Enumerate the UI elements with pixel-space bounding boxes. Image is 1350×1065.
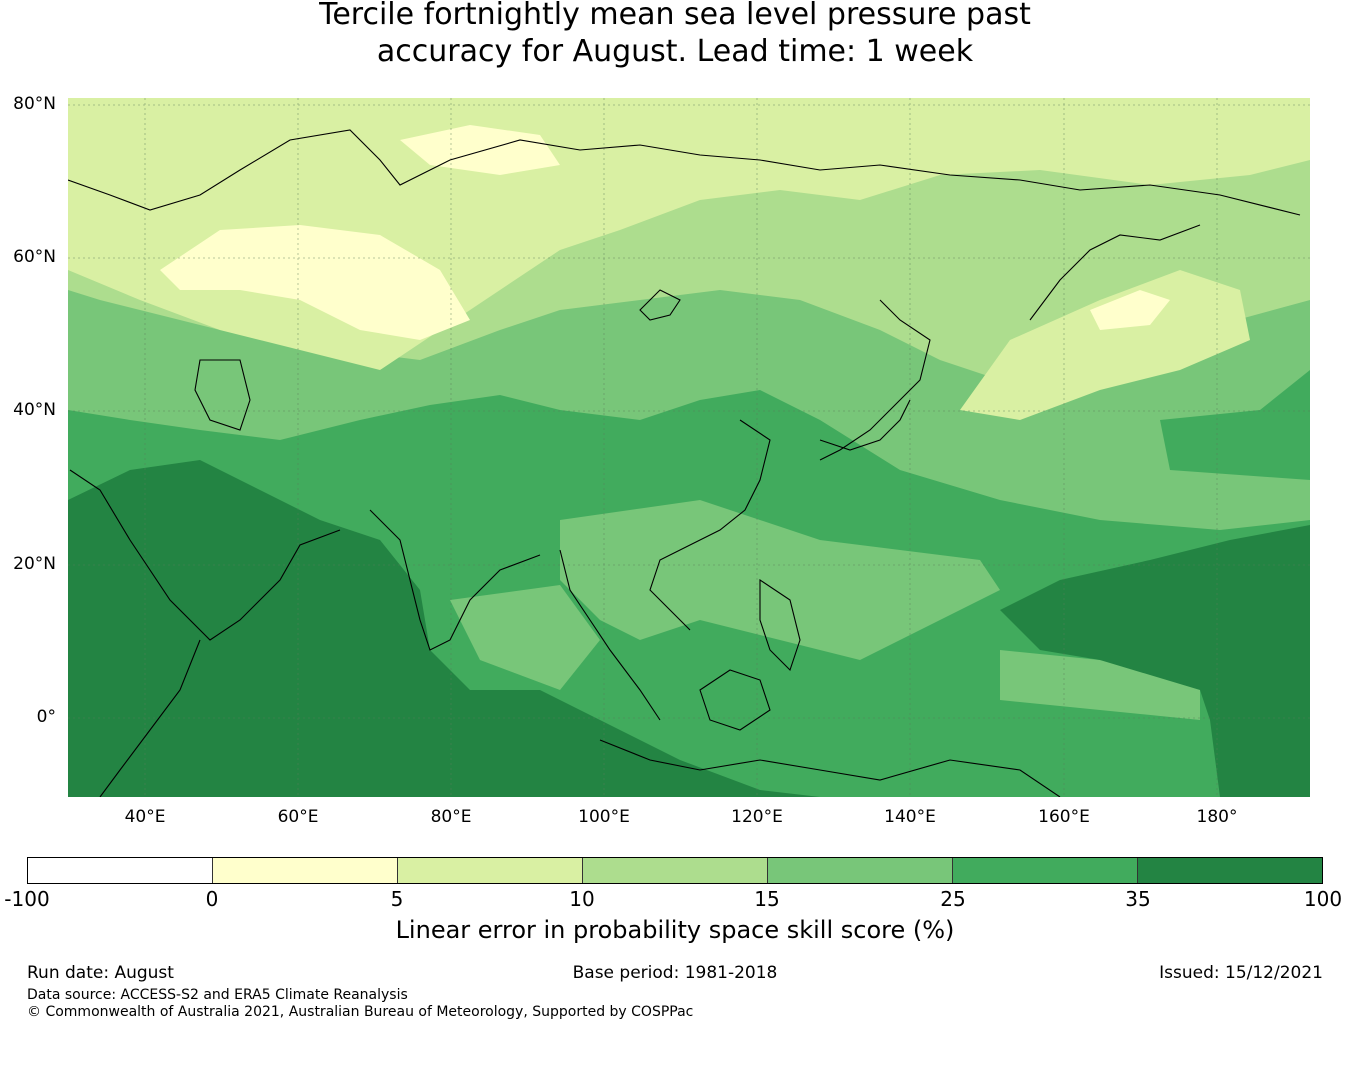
skill-band-15-25-se (560, 500, 1000, 660)
lon-label-160e: 160°E (1038, 807, 1090, 827)
lat-label-80n: 80°N (13, 94, 56, 114)
colorbar-segment (213, 858, 398, 883)
lon-label-40e: 40°E (124, 807, 166, 827)
skill-band-35-100-pacific (1000, 525, 1310, 797)
copyright: © Commonwealth of Australia 2021, Austra… (27, 1004, 694, 1020)
skill-band-5-10-ne (960, 270, 1250, 420)
map-title-line-1: Tercile fortnightly mean sea level press… (319, 0, 1031, 32)
colorbar-segment (768, 858, 953, 883)
skill-field (68, 98, 1310, 797)
map-title-line-2: accuracy for August. Lead time: 1 week (376, 34, 974, 69)
map-gridlines (68, 98, 1310, 797)
colorbar-tick: 25 (940, 887, 966, 911)
colorbar-label: Linear error in probability space skill … (395, 916, 955, 944)
colorbar-tick: 100 (1303, 887, 1343, 911)
skill-band-15-25-india (450, 585, 600, 690)
colorbar-tick: 10 (569, 887, 595, 911)
lat-label-60n: 60°N (13, 247, 56, 267)
colorbar (27, 857, 1323, 884)
colorbar-segment (583, 858, 768, 883)
colorbar-segment (953, 858, 1138, 883)
lon-label-180: 180° (1196, 807, 1238, 827)
skill-band-15-25-pacific (1000, 650, 1200, 720)
lon-label-100e: 100°E (578, 807, 630, 827)
base-period: Base period: 1981-2018 (572, 963, 778, 983)
lon-label-60e: 60°E (277, 807, 319, 827)
colorbar-tick: 35 (1125, 887, 1151, 911)
colorbar-tick: 0 (205, 887, 219, 911)
lon-label-120e: 120°E (731, 807, 783, 827)
colorbar-segment (28, 858, 213, 883)
colorbar-tick: -100 (4, 887, 50, 911)
skill-score-map (68, 98, 1310, 797)
skill-band-0-5-west (160, 225, 470, 340)
lat-label-40n: 40°N (13, 400, 56, 420)
issued-date: Issued: 15/12/2021 (1159, 963, 1323, 983)
colorbar-segment (398, 858, 583, 883)
colorbar-tick: 5 (390, 887, 404, 911)
skill-band-0-5-ne (1090, 290, 1170, 330)
lat-label-0: 0° (36, 707, 56, 727)
lat-label-20n: 20°N (13, 554, 56, 574)
skill-band-0-5-north (400, 125, 560, 175)
lon-label-80e: 80°E (430, 807, 472, 827)
skill-band-35-100-west (68, 460, 820, 797)
data-source: Data source: ACCESS-S2 and ERA5 Climate … (27, 987, 408, 1003)
colorbar-segment (1138, 858, 1322, 883)
coastlines (68, 129, 1301, 797)
colorbar-tick: 15 (754, 887, 780, 911)
run-date: Run date: August (27, 963, 174, 983)
lon-label-140e: 140°E (884, 807, 936, 827)
